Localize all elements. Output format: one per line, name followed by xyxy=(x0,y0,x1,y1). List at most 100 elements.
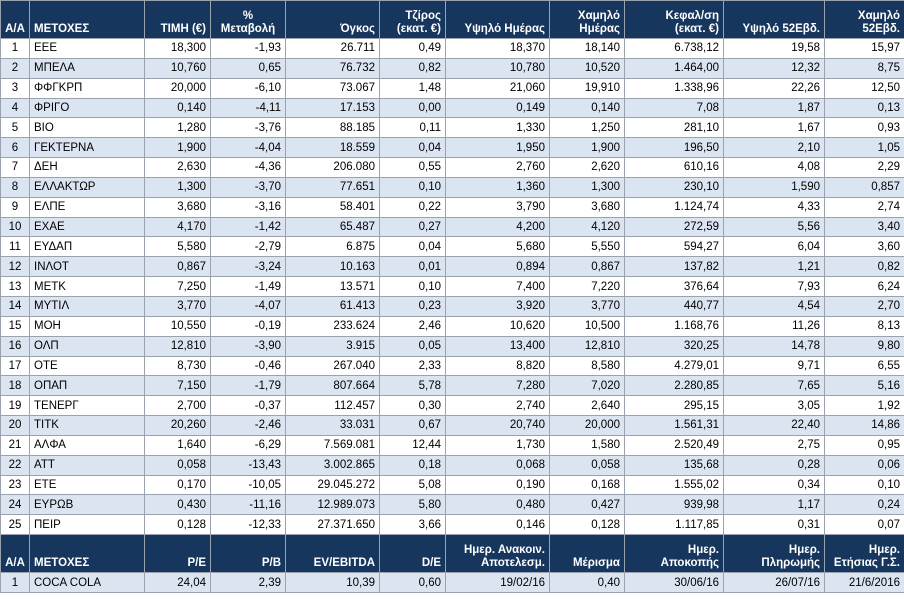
cell-volume: 7.569.081 xyxy=(285,434,380,456)
cell-price: 7,150 xyxy=(144,375,211,397)
cell-52w-high: 4,08 xyxy=(723,157,825,178)
cell-volume: 61.413 xyxy=(285,295,380,317)
cell-turnover: 0,27 xyxy=(379,216,446,238)
table-row: 1 ΕΕΕ 18,300 -1,93 26.711 0,49 18,370 18,140 6.7… xyxy=(0,38,904,59)
col-52w-high: Υψηλό 52Εβδ. xyxy=(723,0,825,39)
cell-52w-low: 0,10 xyxy=(824,474,904,496)
cell-volume: 267.040 xyxy=(285,355,380,377)
cell-52w-high: 5,56 xyxy=(723,216,825,238)
cell-cap: 1.168,76 xyxy=(624,315,724,337)
col-price: ΤΙΜΗ (€) xyxy=(144,0,211,39)
cell-price: 8,730 xyxy=(144,355,211,377)
cell-52w-low: 5,16 xyxy=(824,375,904,397)
cell-cap: 295,15 xyxy=(624,395,724,417)
cell-change: -11,16 xyxy=(210,494,286,516)
cell-day-high: 4,200 xyxy=(445,216,550,238)
cell-turnover: 0,22 xyxy=(379,196,446,218)
cell-day-low: 7,220 xyxy=(549,276,625,297)
cell-cap: 135,68 xyxy=(624,454,724,476)
cell-stock: ΕΥΡΩΒ xyxy=(29,494,145,516)
table-row: 14 ΜΥΤΙΛ 3,770 -4,07 61.413 0,23 3,920 3,770 440… xyxy=(0,295,904,317)
table-row: 8 ΕΛΛΑΚΤΩΡ 1,300 -3,70 77.651 0,10 1,360 1,300 2… xyxy=(0,176,904,198)
cell-day-low: 20,000 xyxy=(549,415,625,436)
cell-52w-low: 2,29 xyxy=(824,157,904,178)
table-header-row-2: Α/Α ΜΕΤΟΧΕΣ P/E P/B EV/EBITDA D/E Ημερ. … xyxy=(0,534,904,574)
cell-stock: ΜΕΤΚ xyxy=(29,276,145,297)
cell-turnover: 0,55 xyxy=(379,157,446,178)
cell-change: -1,79 xyxy=(210,375,286,397)
cell-volume: 206.080 xyxy=(285,157,380,178)
cell-change: -0,19 xyxy=(210,315,286,337)
cell-price: 0,128 xyxy=(144,514,211,536)
cell-turnover: 0,00 xyxy=(379,97,446,119)
cell-cap: 594,27 xyxy=(624,236,724,258)
cell-cap: 1.117,85 xyxy=(624,514,724,536)
cell-volume: 807.664 xyxy=(285,375,380,397)
table-row: 7 ΔΕΗ 2,630 -4,36 206.080 0,55 2,760 2,620 610,1… xyxy=(0,157,904,178)
col-volume: Όγκος xyxy=(285,0,380,39)
cell-de: 0,60 xyxy=(379,572,446,593)
col-turnover: Τζίρος (εκατ. €) xyxy=(379,0,446,39)
cell-52w-high: 12,32 xyxy=(723,57,825,79)
cell-52w-low: 0,95 xyxy=(824,434,904,456)
cell-change: -3,70 xyxy=(210,176,286,198)
col-52w-low: Χαμηλό 52Εβδ. xyxy=(824,0,904,39)
table-row: 18 ΟΠΑΠ 7,150 -1,79 807.664 5,78 7,280 7,020 2.2… xyxy=(0,375,904,397)
cell-cap: 281,10 xyxy=(624,117,724,139)
cell-ex-date: 30/06/16 xyxy=(624,572,724,593)
cell-change: -13,43 xyxy=(210,454,286,476)
cell-day-high: 5,680 xyxy=(445,236,550,258)
cell-aa: 19 xyxy=(0,395,30,417)
cell-52w-low: 14,86 xyxy=(824,415,904,436)
cell-change: -12,33 xyxy=(210,514,286,536)
cell-change: 0,65 xyxy=(210,57,286,79)
cell-stock: ΑΛΦΑ xyxy=(29,434,145,456)
cell-turnover: 0,67 xyxy=(379,415,446,436)
table-row: 22 ΑΤΤ 0,058 -13,43 3.002.865 0,18 0,068 0,058 1… xyxy=(0,454,904,476)
cell-52w-low: 3,60 xyxy=(824,236,904,258)
cell-change: -1,93 xyxy=(210,38,286,59)
cell-volume: 3.002.865 xyxy=(285,454,380,476)
col2-results-date: Ημερ. Ανακοιν. Αποτελεσμ. xyxy=(445,534,550,574)
cell-52w-high: 1,67 xyxy=(723,117,825,139)
cell-day-high: 0,068 xyxy=(445,454,550,476)
cell-volume: 76.732 xyxy=(285,57,380,79)
cell-turnover: 0,11 xyxy=(379,117,446,139)
cell-turnover: 0,49 xyxy=(379,38,446,59)
cell-stock: ΕΤΕ xyxy=(29,474,145,496)
cell-pb: 2,39 xyxy=(210,572,286,593)
table-row: 25 ΠΕΙΡ 0,128 -12,33 27.371.650 3,66 0,146 0,12… xyxy=(0,514,904,536)
table-row: 1 COCA COLA 24,04 2,39 10,39 0,60 19/02/… xyxy=(0,572,904,593)
cell-52w-high: 4,54 xyxy=(723,295,825,317)
cell-day-high: 0,146 xyxy=(445,514,550,536)
table-row: 21 ΑΛΦΑ 1,640 -6,29 7.569.081 12,44 1,730 1,580… xyxy=(0,434,904,456)
cell-day-low: 0,058 xyxy=(549,454,625,476)
cell-results-date: 19/02/16 xyxy=(445,572,550,593)
table-row: 24 ΕΥΡΩΒ 0,430 -11,16 12.989.073 5,80 0,480 0,4… xyxy=(0,494,904,516)
cell-change: -2,46 xyxy=(210,415,286,436)
col-day-high: Υψηλό Ημέρας xyxy=(445,0,550,39)
cell-turnover: 0,18 xyxy=(379,454,446,476)
cell-change: -4,36 xyxy=(210,157,286,178)
cell-turnover: 2,46 xyxy=(379,315,446,337)
cell-volume: 17.153 xyxy=(285,97,380,119)
col2-stocks: ΜΕΤΟΧΕΣ xyxy=(29,534,145,574)
cell-52w-low: 15,97 xyxy=(824,38,904,59)
cell-stock: COCA COLA xyxy=(29,572,145,593)
cell-stock: ΠΕΙΡ xyxy=(29,514,145,536)
cell-cap: 1.124,74 xyxy=(624,196,724,218)
cell-change: -2,79 xyxy=(210,236,286,258)
table-row: 6 ΓΕΚΤΕΡΝΑ 1,900 -4,04 18.559 0,04 1,950 1,900 1… xyxy=(0,137,904,159)
col-stocks: ΜΕΤΟΧΕΣ xyxy=(29,0,145,39)
cell-price: 5,580 xyxy=(144,236,211,258)
col-change: % Μεταβολή xyxy=(210,0,286,39)
cell-52w-high: 22,40 xyxy=(723,415,825,436)
cell-day-high: 0,149 xyxy=(445,97,550,119)
cell-turnover: 0,04 xyxy=(379,236,446,258)
cell-52w-high: 1,17 xyxy=(723,494,825,516)
cell-stock: ΔΕΗ xyxy=(29,157,145,178)
cell-turnover: 0,10 xyxy=(379,276,446,297)
cell-turnover: 2,33 xyxy=(379,355,446,377)
cell-change: -4,07 xyxy=(210,295,286,317)
